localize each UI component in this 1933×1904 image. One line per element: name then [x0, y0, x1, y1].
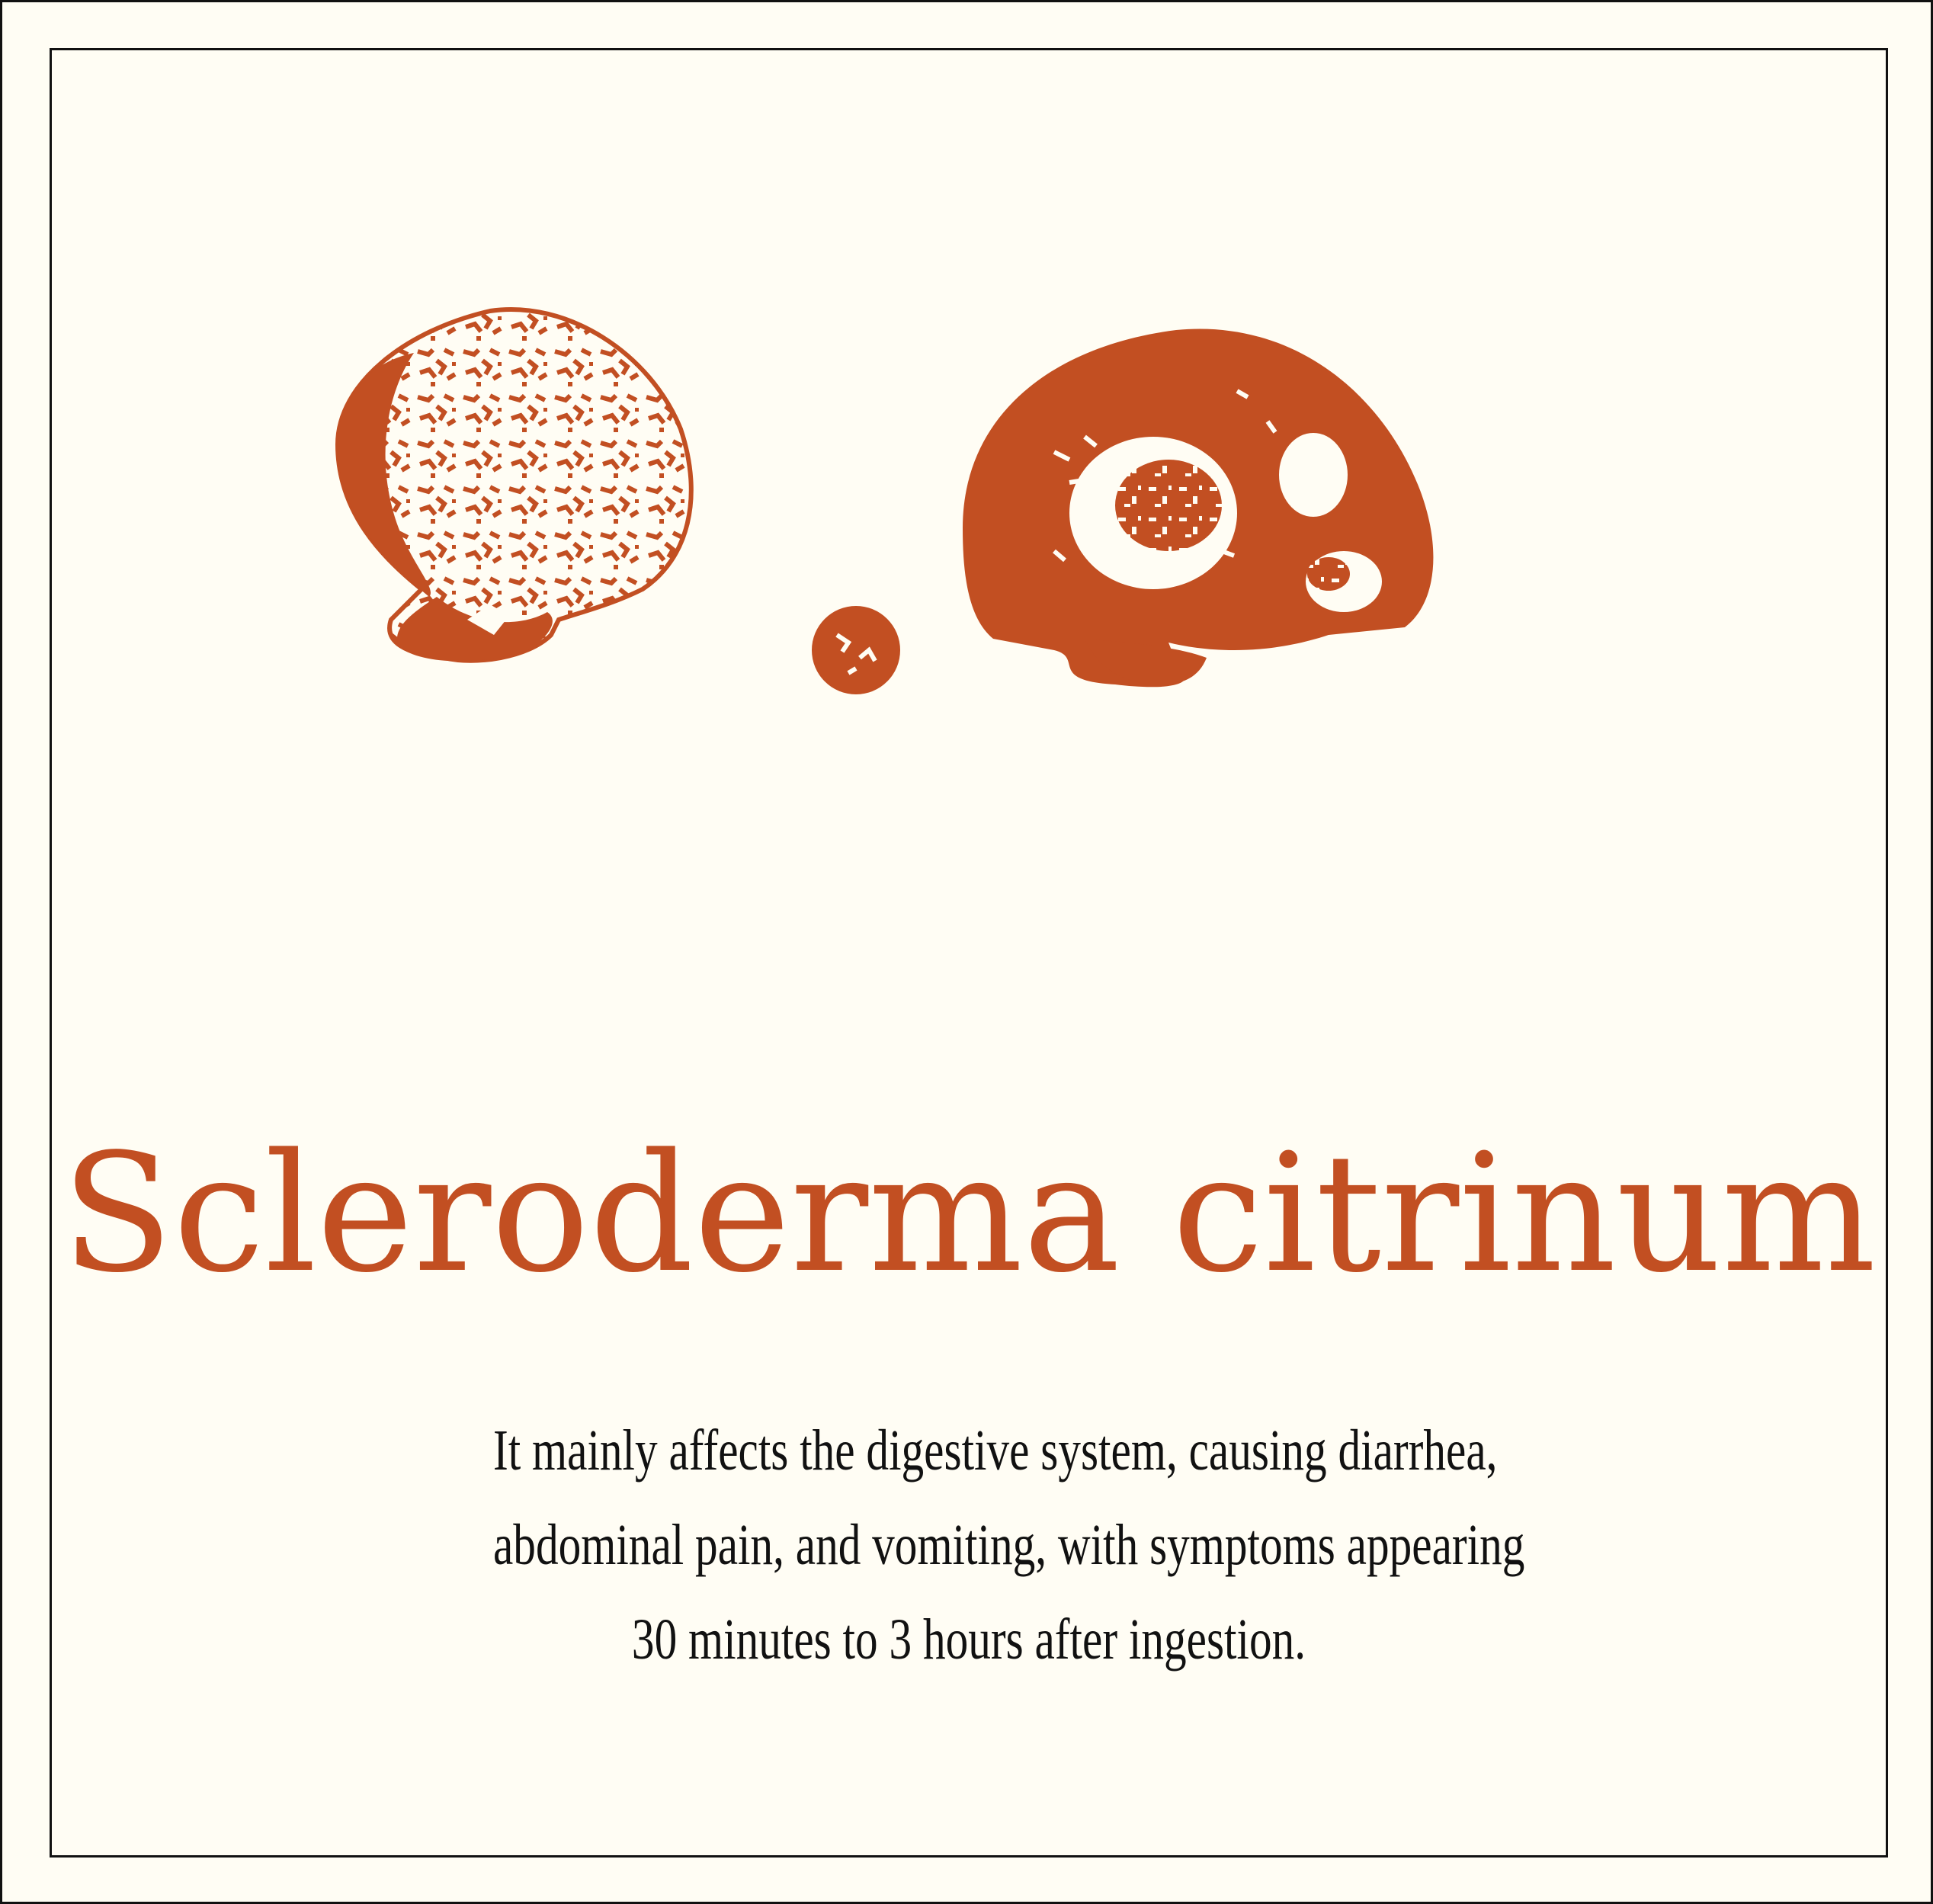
right-mushroom	[963, 329, 1434, 688]
description-line: 30 minutes to 3 hours after ingestion.	[631, 1608, 1306, 1672]
description-line: abdominal pain, and vomiting, with sympt…	[493, 1513, 1525, 1577]
left-mushroom	[335, 307, 694, 663]
inner-frame	[50, 48, 1888, 1858]
description: It mainly affects the digestive system, …	[359, 1403, 1579, 1687]
page-title: Scleroderma citrinum	[61, 1119, 1877, 1309]
small-mushroom	[812, 606, 900, 694]
description-line: It mainly affects the digestive system, …	[493, 1418, 1498, 1482]
mushroom-illustration-icon	[335, 307, 1434, 694]
